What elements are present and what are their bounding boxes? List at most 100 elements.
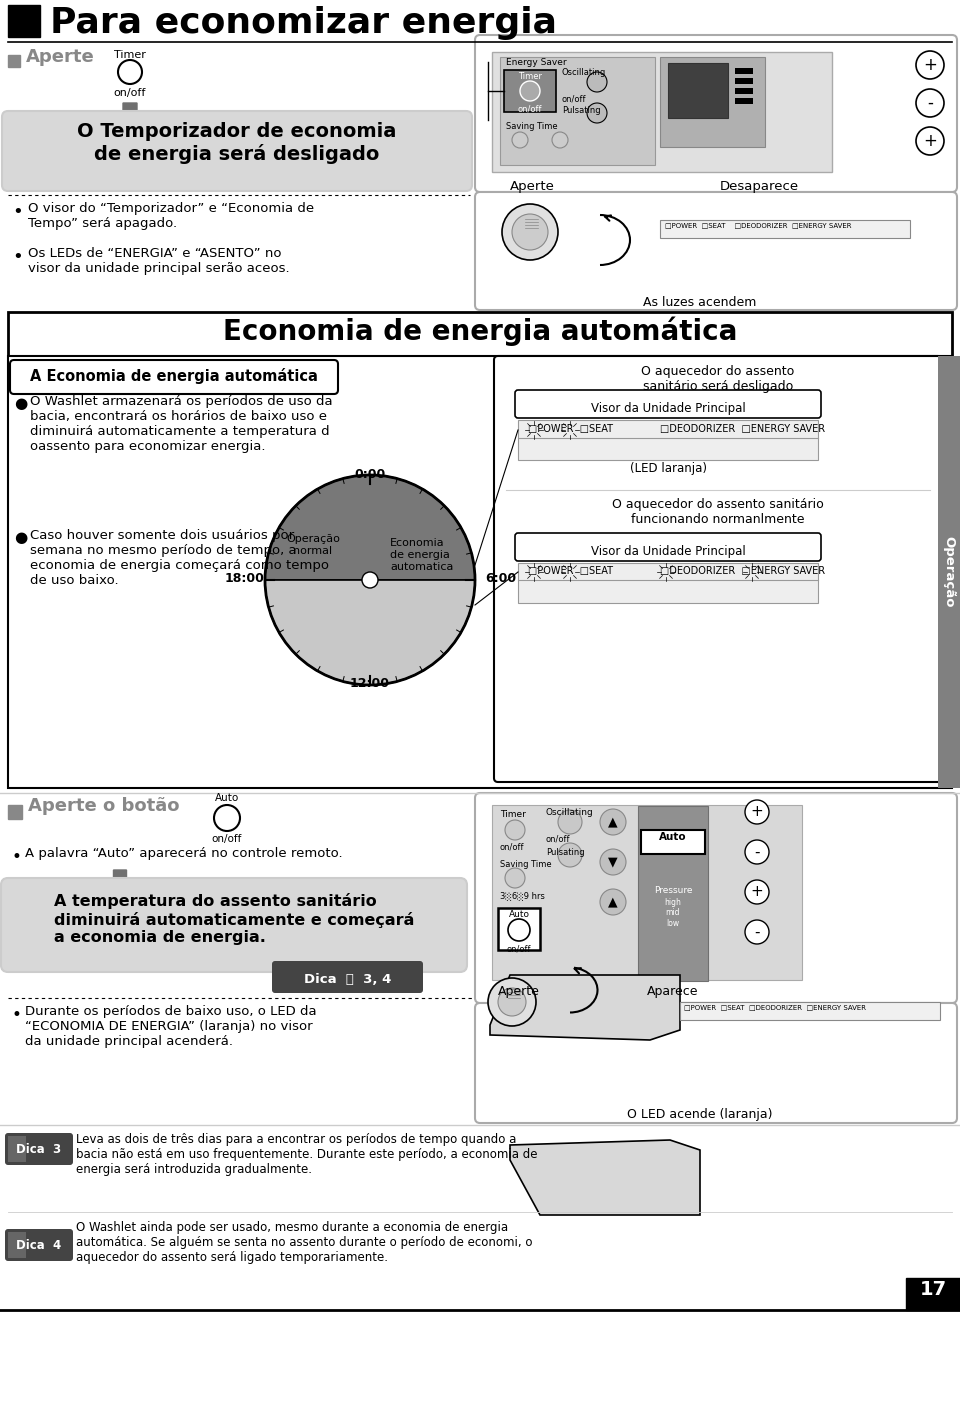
Text: Pressure: Pressure [654,886,692,896]
Text: Dica  📋  3, 4: Dica 📋 3, 4 [304,974,392,986]
FancyArrow shape [119,103,141,132]
FancyBboxPatch shape [475,1003,957,1124]
Text: O Washlet armazenará os períodos de uso da
bacia, encontrará os horários de baix: O Washlet armazenará os períodos de uso … [30,395,332,453]
FancyBboxPatch shape [475,192,957,310]
Text: -: - [927,93,933,112]
Text: Aparece: Aparece [647,985,699,998]
Circle shape [600,889,626,916]
Text: As luzes acendem: As luzes acendem [643,296,756,308]
Bar [492,805,802,981]
Text: □POWER  □SEAT: □POWER □SEAT [528,424,613,434]
Circle shape [558,843,582,867]
Text: O aquecedor do assento sanitário
funcionando normanlmente: O aquecedor do assento sanitário funcion… [612,498,824,526]
Text: Energy Saver: Energy Saver [506,58,566,67]
Text: Aperte: Aperte [26,48,95,67]
Text: Auto: Auto [660,832,686,842]
Text: Aperte: Aperte [510,180,555,192]
Circle shape [600,849,626,874]
Text: 12:00: 12:00 [350,676,390,691]
Text: Economia
de energia
automatica: Economia de energia automatica [390,538,453,572]
FancyBboxPatch shape [515,533,821,560]
Text: Dica  3: Dica 3 [16,1143,61,1156]
Bar [8,311,952,357]
Text: A temperatura do assento sanitário
diminuirá automaticamente e começará
a econom: A temperatura do assento sanitário dimin… [54,893,414,945]
Bar [8,55,20,67]
Text: □POWER  □SEAT: □POWER □SEAT [528,566,613,576]
Circle shape [745,799,769,824]
Text: Oscillating: Oscillating [546,808,593,816]
Bar [504,69,556,112]
Text: 3░6░9 hrs: 3░6░9 hrs [500,891,545,901]
Text: ▲: ▲ [609,896,618,908]
FancyBboxPatch shape [5,1230,73,1261]
Bar [8,6,40,37]
Bar [906,1278,960,1310]
Text: Desaparece: Desaparece [720,180,799,192]
Bar [498,908,540,949]
Text: Os LEDs de “ENERGIA” e “ASENTO” no
visor da unidade principal serão aceos.: Os LEDs de “ENERGIA” e “ASENTO” no visor… [28,248,290,275]
Text: Timer: Timer [518,72,542,81]
Text: on/off: on/off [517,105,542,115]
Bar [518,420,818,460]
FancyArrow shape [109,870,131,896]
Bar [518,563,818,603]
Text: Saving Time: Saving Time [506,122,558,132]
Circle shape [600,809,626,835]
Text: 17: 17 [920,1281,947,1299]
Bar [638,807,708,981]
Polygon shape [510,1140,700,1215]
Wedge shape [265,475,475,580]
Text: •: • [12,202,23,221]
Circle shape [587,103,607,123]
Bar [641,831,705,855]
Text: Timer: Timer [114,50,146,59]
Text: Operação: Operação [943,536,955,608]
Text: ▼: ▼ [609,856,618,869]
Circle shape [745,841,769,865]
FancyBboxPatch shape [2,110,472,191]
Bar [500,57,655,166]
Bar [668,64,728,117]
Text: 18:00: 18:00 [225,572,265,584]
Text: Operação
normal: Operação normal [286,535,340,556]
Text: Aperte: Aperte [498,985,540,998]
Text: -: - [755,845,759,859]
Text: O Washlet ainda pode ser usado, mesmo durante a economia de energia
automática. : O Washlet ainda pode ser usado, mesmo du… [76,1221,533,1264]
Text: Timer: Timer [500,809,526,819]
FancyBboxPatch shape [475,792,957,1003]
Bar [492,52,832,173]
Circle shape [512,214,548,250]
Text: ●: ● [14,531,27,545]
Text: Leva as dois de três dias para a encontrar os períodos de tempo quando a
bacia n: Leva as dois de três dias para a encontr… [76,1133,538,1176]
Text: A Economia de energia automática: A Economia de energia automática [30,368,318,383]
Text: +: + [924,132,937,150]
Bar [735,68,753,74]
Wedge shape [265,580,475,685]
Bar [938,357,960,788]
Text: Auto: Auto [215,792,239,802]
Text: □POWER  □SEAT  □DEODORIZER  □ENERGY SAVER: □POWER □SEAT □DEODORIZER □ENERGY SAVER [684,1005,866,1010]
Bar [660,219,910,238]
Text: Visor da Unidade Principal: Visor da Unidade Principal [590,402,745,415]
Circle shape [745,880,769,904]
Text: Oscillating: Oscillating [562,68,607,76]
Text: 0:00: 0:00 [354,468,386,481]
Text: on/off: on/off [562,95,587,103]
Text: □DEODORIZER  □ENERGY SAVER: □DEODORIZER □ENERGY SAVER [660,566,826,576]
Text: +: + [751,805,763,819]
Circle shape [502,204,558,260]
Text: -: - [755,924,759,940]
Circle shape [488,978,536,1026]
Bar [8,805,22,819]
Text: Saving Time: Saving Time [500,860,552,869]
Circle shape [505,867,525,889]
Text: Para economizar energia: Para economizar energia [50,6,557,40]
FancyBboxPatch shape [5,1133,73,1165]
Bar [680,1002,940,1020]
Text: on/off: on/off [114,88,146,98]
Text: □DEODORIZER  □ENERGY SAVER: □DEODORIZER □ENERGY SAVER [660,424,826,434]
Text: O LED acende (laranja): O LED acende (laranja) [627,1108,773,1121]
Text: Pulsating: Pulsating [546,848,585,857]
Text: 6:00: 6:00 [485,572,516,584]
Circle shape [552,132,568,149]
